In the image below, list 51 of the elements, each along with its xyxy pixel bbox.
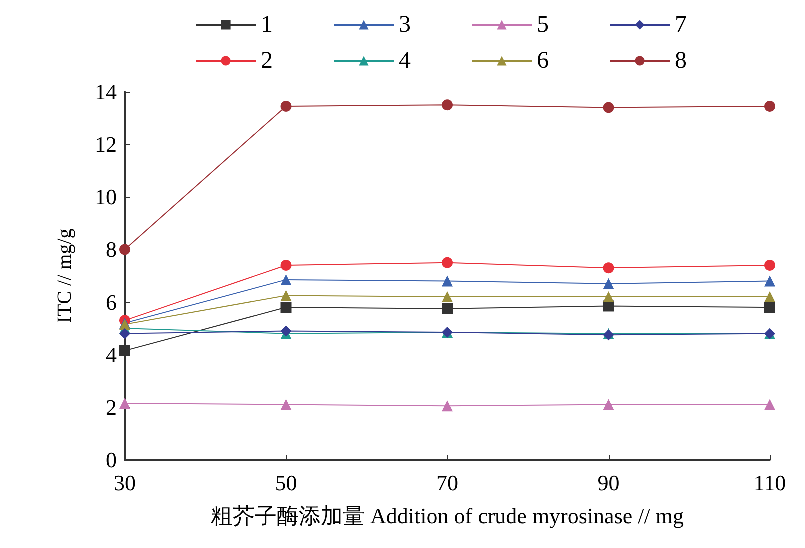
legend-label: 2 xyxy=(261,48,273,74)
point xyxy=(120,328,130,340)
x-tick-label: 30 xyxy=(114,470,136,496)
x-tick-label: 90 xyxy=(598,470,620,496)
point xyxy=(442,257,453,268)
legend-label: 1 xyxy=(261,12,273,38)
point xyxy=(764,302,776,314)
point xyxy=(764,292,776,303)
y-axis-title: ITC // mg/g xyxy=(54,228,76,324)
legend-label: 8 xyxy=(675,48,687,74)
point xyxy=(442,303,453,314)
point xyxy=(280,302,292,314)
y-tick-label: 4 xyxy=(106,342,117,368)
point xyxy=(280,290,292,302)
point xyxy=(764,399,776,410)
point xyxy=(120,345,130,356)
point xyxy=(603,102,614,114)
y-tick-label: 10 xyxy=(95,184,117,210)
legend-label: 5 xyxy=(537,12,549,38)
point xyxy=(280,399,292,410)
point xyxy=(442,292,453,303)
legend-label: 6 xyxy=(537,48,549,74)
point xyxy=(442,400,453,412)
point xyxy=(603,292,614,303)
point xyxy=(442,276,453,287)
point xyxy=(120,398,130,409)
y-tick-label: 12 xyxy=(95,132,117,158)
point xyxy=(603,399,614,410)
point xyxy=(764,276,776,287)
point xyxy=(603,278,614,290)
point xyxy=(120,244,130,256)
point xyxy=(764,100,776,112)
x-axis-title: 粗芥子酶添加量 Addition of crude myrosinase // mg xyxy=(211,504,684,528)
point xyxy=(280,326,292,337)
legend-label: 4 xyxy=(399,48,411,74)
point xyxy=(603,262,614,274)
y-tick-label: 14 xyxy=(95,80,117,104)
x-tick-label: 110 xyxy=(754,470,786,496)
legend-label: 3 xyxy=(399,12,411,38)
x-tick-label: 50 xyxy=(275,470,298,496)
x-tick-label: 70 xyxy=(436,470,458,496)
y-tick-label: 8 xyxy=(106,237,117,262)
point xyxy=(442,100,453,111)
y-tick-label: 6 xyxy=(106,290,117,315)
point xyxy=(280,100,292,112)
point xyxy=(764,260,776,271)
y-tick-label: 0 xyxy=(106,448,117,472)
point xyxy=(280,274,292,286)
y-tick-label: 2 xyxy=(106,394,117,420)
point xyxy=(280,260,292,271)
legend-label: 7 xyxy=(675,12,687,38)
